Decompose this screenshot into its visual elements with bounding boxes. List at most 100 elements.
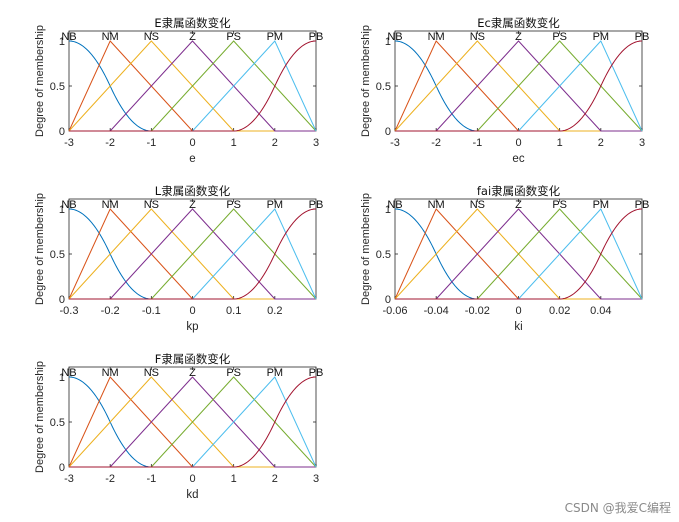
- mf-label-nb: NB: [61, 199, 76, 211]
- x-tick-label: 1: [557, 137, 563, 149]
- x-tick-label: -0.04: [424, 305, 449, 317]
- x-tick-label: -3: [64, 473, 74, 485]
- x-tick-label: 1: [231, 473, 237, 485]
- x-tick-label: 2: [598, 137, 604, 149]
- mf-label-z: Z: [189, 199, 196, 211]
- subplot-title: E隶属函数变化: [154, 16, 231, 30]
- y-tick-label: 0.5: [50, 81, 65, 93]
- x-tick-label: 1: [231, 137, 237, 149]
- y-tick-label: 0: [59, 462, 65, 474]
- y-tick-label: 1: [385, 204, 391, 216]
- mf-label-pm: PM: [267, 31, 284, 43]
- mf-label-pm: PM: [267, 367, 284, 379]
- x-tick-label: 2: [272, 137, 278, 149]
- y-tick-label: 1: [59, 204, 65, 216]
- subplot-title: Ec隶属函数变化: [477, 16, 560, 30]
- y-tick-label: 1: [385, 36, 391, 48]
- mf-label-z: Z: [189, 31, 196, 43]
- y-tick-label: 0: [385, 126, 391, 138]
- mf-label-pm: PM: [593, 199, 610, 211]
- mf-label-nb: NB: [61, 31, 76, 43]
- mf-label-nm: NM: [428, 199, 445, 211]
- mf-label-ps: PS: [552, 31, 567, 43]
- y-axis-label: Degree of membership: [34, 25, 46, 137]
- y-tick-label: 0.5: [376, 249, 391, 261]
- mf-curve-pb: [395, 208, 643, 300]
- y-tick-label: 1: [59, 36, 65, 48]
- x-tick-label: 2: [272, 473, 278, 485]
- mf-label-ps: PS: [226, 31, 241, 43]
- axes-box: [394, 30, 643, 132]
- y-tick-label: 0: [59, 126, 65, 138]
- watermark-text: CSDN @我爱C编程: [564, 501, 671, 515]
- x-tick-label: -2: [431, 137, 441, 149]
- mf-label-ns: NS: [144, 367, 159, 379]
- mf-curve-ps: [69, 208, 317, 300]
- mf-label-pb: PB: [309, 199, 324, 211]
- mf-label-pb: PB: [309, 367, 324, 379]
- mf-label-z: Z: [515, 31, 522, 43]
- y-tick-label: 0.5: [50, 417, 65, 429]
- x-tick-label: 0.04: [590, 305, 611, 317]
- mf-label-ps: PS: [552, 199, 567, 211]
- y-axis-label: Degree of membership: [360, 193, 372, 305]
- mf-curve-ps: [395, 208, 643, 300]
- mf-label-ns: NS: [144, 31, 159, 43]
- x-tick-label: -0.06: [382, 305, 407, 317]
- axes-box: [68, 198, 317, 300]
- x-tick-label: 0: [515, 305, 521, 317]
- axes-box: [68, 30, 317, 132]
- mf-label-ns: NS: [470, 199, 485, 211]
- mf-label-nm: NM: [428, 31, 445, 43]
- axes-box: [394, 198, 643, 300]
- mf-label-pb: PB: [635, 31, 650, 43]
- y-axis-label: Degree of membership: [34, 361, 46, 473]
- subplot-4: -0.06 -0.04 -0.02 0 0.02 0.04 0 0.5 1NB NM NS Z PS PM…: [360, 184, 649, 333]
- x-axis-label: kd: [186, 489, 198, 501]
- axes-box: [68, 366, 317, 468]
- x-tick-label: -2: [105, 473, 115, 485]
- subplot-title: L隶属函数变化: [155, 184, 231, 198]
- x-axis-label: ec: [512, 153, 524, 165]
- x-tick-label: 0: [189, 305, 195, 317]
- x-tick-label: -0.1: [142, 305, 161, 317]
- x-tick-label: -1: [146, 473, 156, 485]
- mf-label-pb: PB: [635, 199, 650, 211]
- x-tick-label: 0.1: [226, 305, 241, 317]
- x-tick-label: -0.3: [60, 305, 79, 317]
- x-tick-label: -1: [146, 137, 156, 149]
- mf-label-nm: NM: [102, 367, 119, 379]
- mf-label-z: Z: [189, 367, 196, 379]
- x-axis-label: kp: [186, 321, 198, 333]
- x-tick-label: 0: [515, 137, 521, 149]
- x-tick-label: -3: [64, 137, 74, 149]
- mf-curve-ps: [69, 376, 317, 468]
- mf-curve-ps: [395, 40, 643, 132]
- mf-label-pm: PM: [267, 199, 284, 211]
- x-tick-label: 0.2: [267, 305, 282, 317]
- mf-curve-pb: [395, 40, 643, 132]
- subplot-title: fai隶属函数变化: [477, 184, 561, 198]
- mf-label-nb: NB: [387, 199, 402, 211]
- mf-label-ps: PS: [226, 367, 241, 379]
- mf-curve-pb: [69, 40, 317, 132]
- x-tick-label: 3: [313, 137, 319, 149]
- mf-curve-ps: [69, 40, 317, 132]
- x-tick-label: 3: [313, 473, 319, 485]
- x-tick-label: -2: [105, 137, 115, 149]
- x-tick-label: -1: [472, 137, 482, 149]
- y-axis-label: Degree of membership: [360, 25, 372, 137]
- mf-label-ns: NS: [144, 199, 159, 211]
- x-tick-label: 0: [189, 473, 195, 485]
- mf-label-nm: NM: [102, 199, 119, 211]
- mf-label-nb: NB: [387, 31, 402, 43]
- y-tick-label: 0.5: [376, 81, 391, 93]
- subplot-3: -0.3 -0.2 -0.1 0 0.1 0.2 0 0.5 1NB NM NS Z PS PM PB L隶属…: [34, 184, 323, 333]
- subplot-title: F隶属函数变化: [155, 352, 231, 366]
- x-tick-label: -0.02: [465, 305, 490, 317]
- mf-label-pb: PB: [309, 31, 324, 43]
